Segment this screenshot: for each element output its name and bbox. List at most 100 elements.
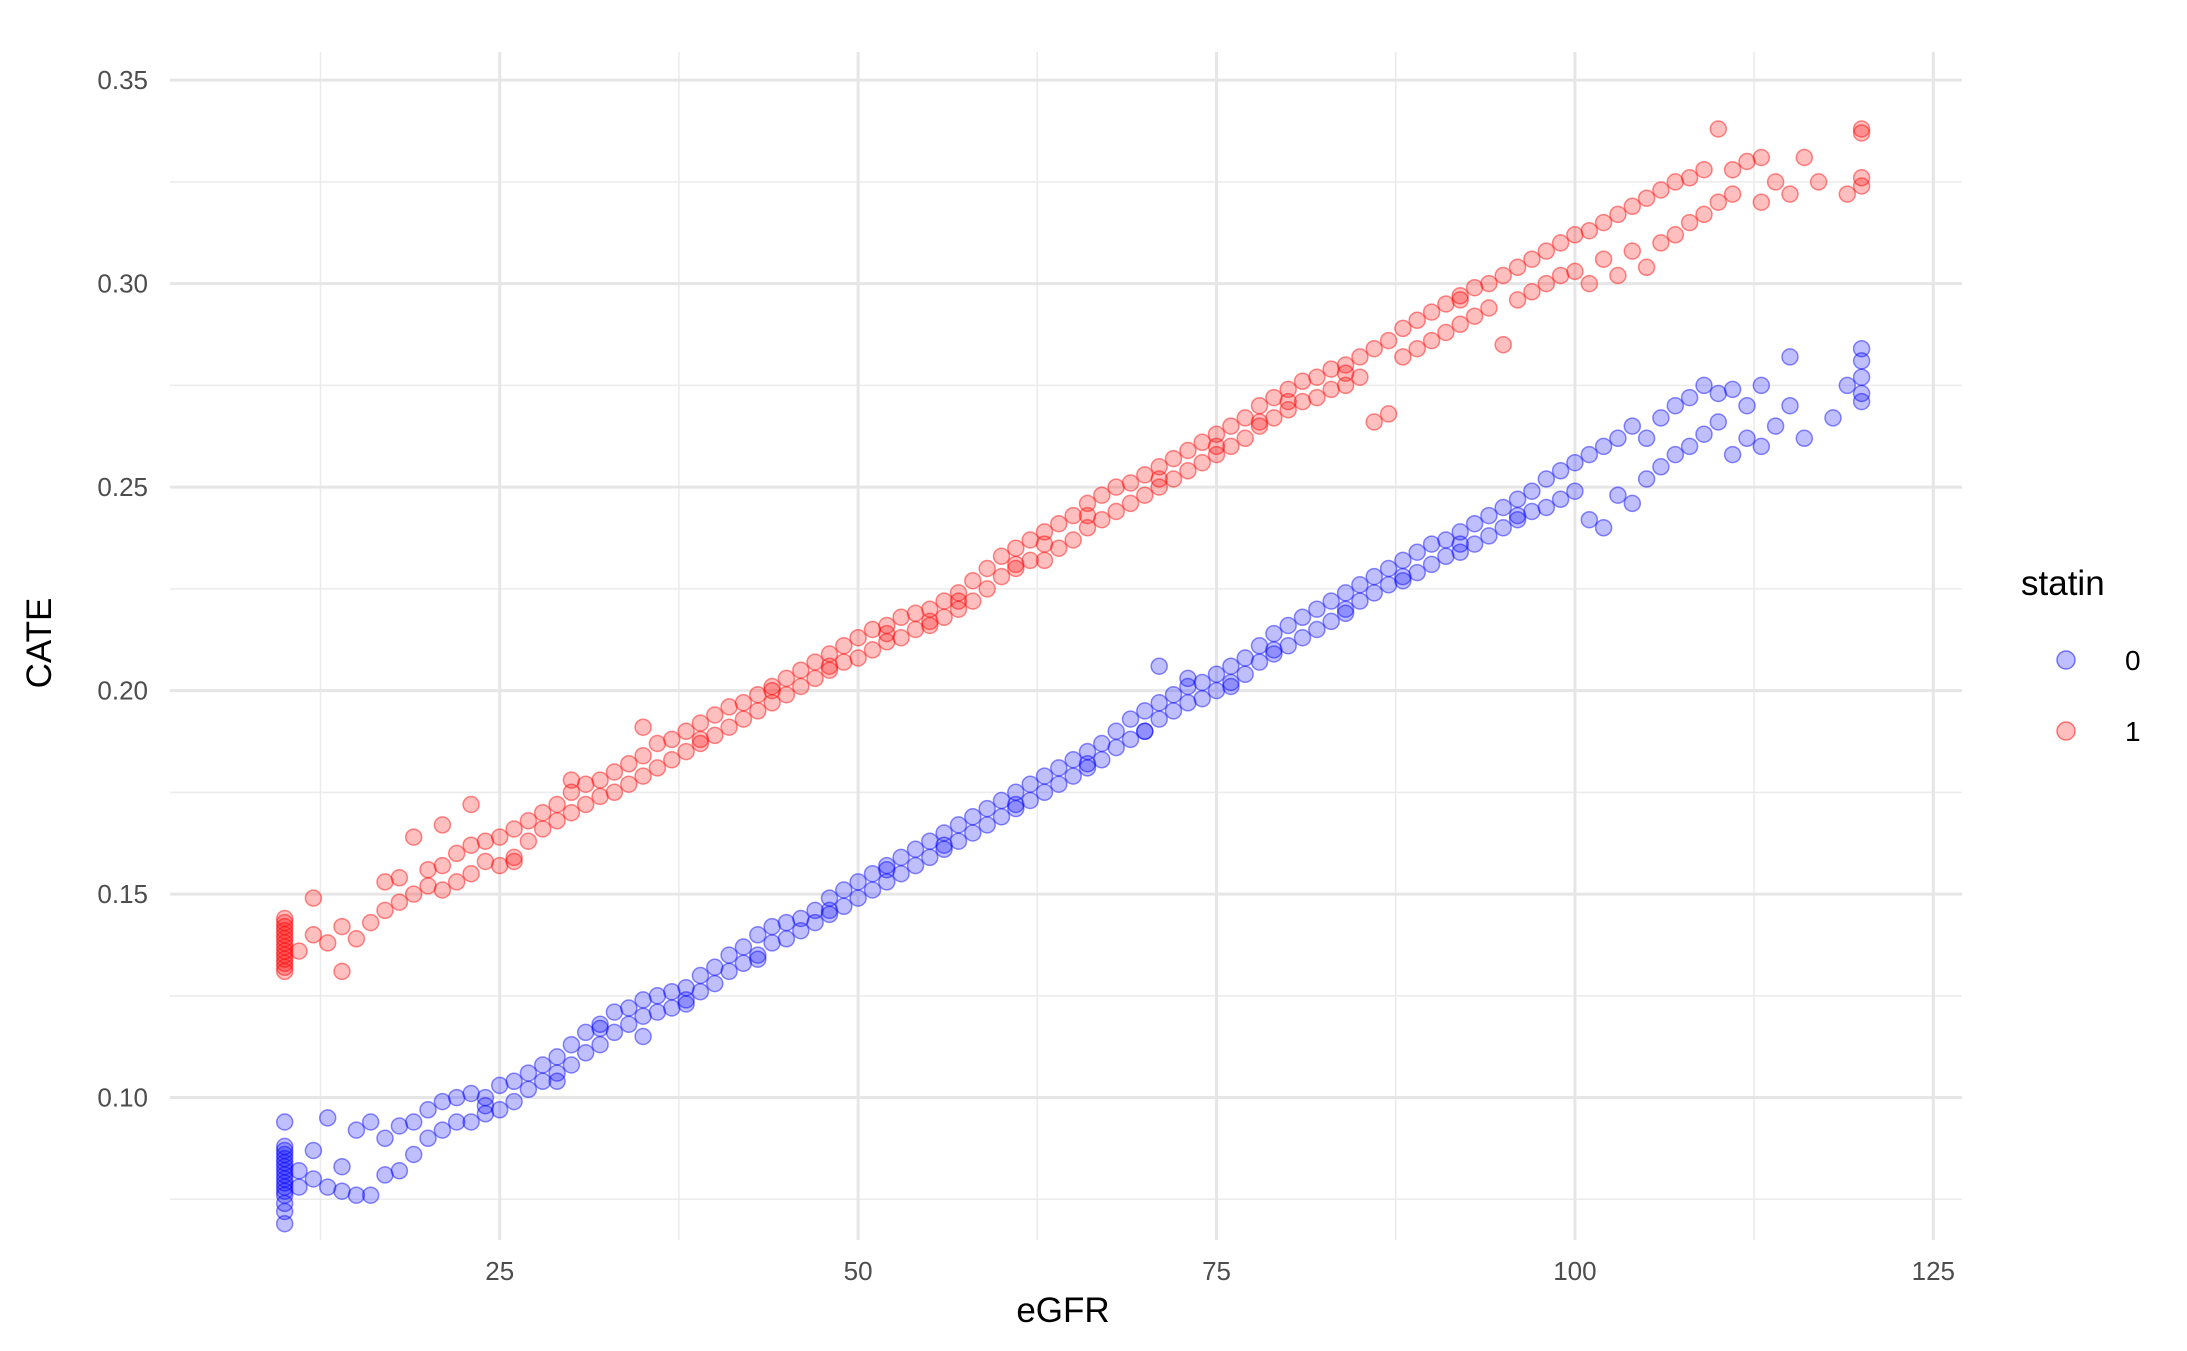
data-point-statin-1 — [419, 877, 437, 895]
data-point-statin-1 — [1852, 177, 1871, 195]
legend-key-1 — [2056, 721, 2076, 741]
data-point-statin-1 — [978, 580, 996, 598]
data-point-statin-1 — [1437, 295, 1455, 313]
data-point-statin-1 — [906, 604, 925, 623]
data-point-statin-0 — [1437, 547, 1455, 566]
data-point-statin-0 — [1207, 665, 1226, 684]
data-point-statin-1 — [1652, 234, 1670, 252]
data-point-statin-0 — [964, 824, 982, 842]
data-point-statin-0 — [1695, 425, 1713, 443]
data-point-statin-1 — [634, 746, 652, 765]
data-point-statin-0 — [1551, 462, 1570, 480]
data-point-statin-1 — [1078, 494, 1097, 513]
y-tick-label: 0.15 — [97, 879, 148, 909]
data-point-statin-0 — [1680, 437, 1699, 456]
data-point-statin-1 — [1494, 266, 1512, 285]
data-point-statin-1 — [763, 681, 781, 700]
data-point-statin-1 — [1093, 486, 1111, 504]
data-point-statin-0 — [1322, 612, 1340, 631]
data-point-statin-0 — [275, 1166, 294, 1184]
data-point-statin-0 — [1351, 576, 1369, 594]
data-point-statin-1 — [720, 718, 738, 736]
data-point-statin-1 — [1508, 291, 1527, 309]
data-point-statin-0 — [677, 978, 695, 997]
data-point-statin-1 — [1566, 226, 1584, 244]
data-point-statin-1 — [1222, 437, 1240, 456]
data-point-statin-1 — [1279, 401, 1297, 419]
data-point-statin-0 — [1322, 592, 1340, 610]
data-point-statin-0 — [1580, 510, 1599, 529]
data-point-statin-0 — [1035, 767, 1054, 785]
data-point-statin-0 — [548, 1048, 566, 1066]
data-point-statin-1 — [1236, 429, 1254, 448]
data-point-statin-0 — [1637, 429, 1656, 448]
data-point-statin-0 — [1021, 791, 1039, 810]
data-point-statin-1 — [275, 942, 294, 960]
data-point-statin-1 — [949, 600, 968, 618]
data-point-statin-1 — [1465, 307, 1484, 325]
data-point-statin-1 — [1293, 372, 1312, 391]
data-point-statin-0 — [648, 987, 667, 1005]
data-point-statin-0 — [706, 958, 724, 977]
data-point-statin-0 — [949, 816, 968, 834]
data-point-statin-0 — [1394, 571, 1412, 590]
data-point-statin-0 — [275, 1186, 294, 1204]
data-point-statin-0 — [1078, 755, 1097, 773]
data-point-statin-1 — [476, 852, 495, 871]
data-point-statin-0 — [1222, 657, 1240, 675]
data-point-statin-1 — [706, 726, 724, 745]
data-point-statin-1 — [863, 641, 882, 659]
data-point-statin-0 — [949, 832, 968, 850]
data-point-statin-1 — [1365, 413, 1383, 431]
data-point-statin-1 — [706, 706, 724, 724]
data-point-statin-1 — [1838, 185, 1857, 203]
data-point-statin-0 — [318, 1109, 337, 1127]
data-point-statin-1 — [1207, 437, 1226, 456]
data-point-statin-0 — [906, 840, 925, 859]
data-point-statin-0 — [404, 1113, 423, 1131]
data-point-statin-1 — [1451, 287, 1469, 305]
data-point-statin-1 — [419, 860, 437, 879]
data-point-statin-0 — [749, 926, 767, 944]
data-point-statin-1 — [634, 718, 652, 736]
data-point-statin-1 — [1293, 392, 1312, 411]
data-point-statin-0 — [1852, 368, 1871, 386]
data-point-statin-1 — [1279, 380, 1297, 399]
data-point-statin-1 — [1265, 388, 1283, 407]
y-tick-label: 0.20 — [97, 676, 148, 706]
data-point-statin-1 — [1623, 197, 1642, 216]
data-point-statin-1 — [404, 828, 423, 846]
data-point-statin-1 — [1795, 148, 1814, 167]
data-point-statin-1 — [1566, 262, 1584, 281]
data-point-statin-0 — [935, 840, 953, 859]
data-point-statin-0 — [792, 909, 810, 928]
data-point-statin-0 — [1637, 470, 1656, 488]
data-point-statin-0 — [1795, 429, 1814, 448]
data-point-statin-1 — [275, 917, 294, 936]
data-point-statin-1 — [1637, 189, 1656, 207]
data-point-statin-0 — [361, 1186, 380, 1204]
data-point-statin-1 — [275, 934, 294, 952]
data-point-statin-1 — [519, 832, 538, 850]
data-point-statin-1 — [1121, 494, 1140, 513]
data-point-statin-1 — [447, 873, 466, 891]
data-point-statin-0 — [548, 1064, 566, 1082]
data-point-statin-1 — [275, 909, 294, 928]
data-point-statin-0 — [1121, 730, 1140, 749]
data-point-statin-0 — [1652, 458, 1670, 476]
data-point-statin-1 — [935, 608, 953, 627]
data-point-statin-1 — [921, 600, 939, 618]
data-point-statin-1 — [892, 628, 910, 647]
data-point-statin-0 — [1193, 673, 1211, 692]
data-point-statin-1 — [1752, 148, 1771, 167]
data-point-statin-0 — [1709, 413, 1728, 431]
data-point-statin-1 — [1136, 486, 1154, 504]
data-point-statin-1 — [275, 921, 294, 940]
data-point-statin-1 — [275, 913, 294, 932]
data-point-statin-0 — [749, 950, 767, 968]
data-point-statin-1 — [820, 661, 839, 679]
data-point-statin-1 — [1609, 205, 1627, 224]
data-point-statin-0 — [476, 1096, 495, 1115]
data-point-statin-0 — [677, 991, 695, 1009]
